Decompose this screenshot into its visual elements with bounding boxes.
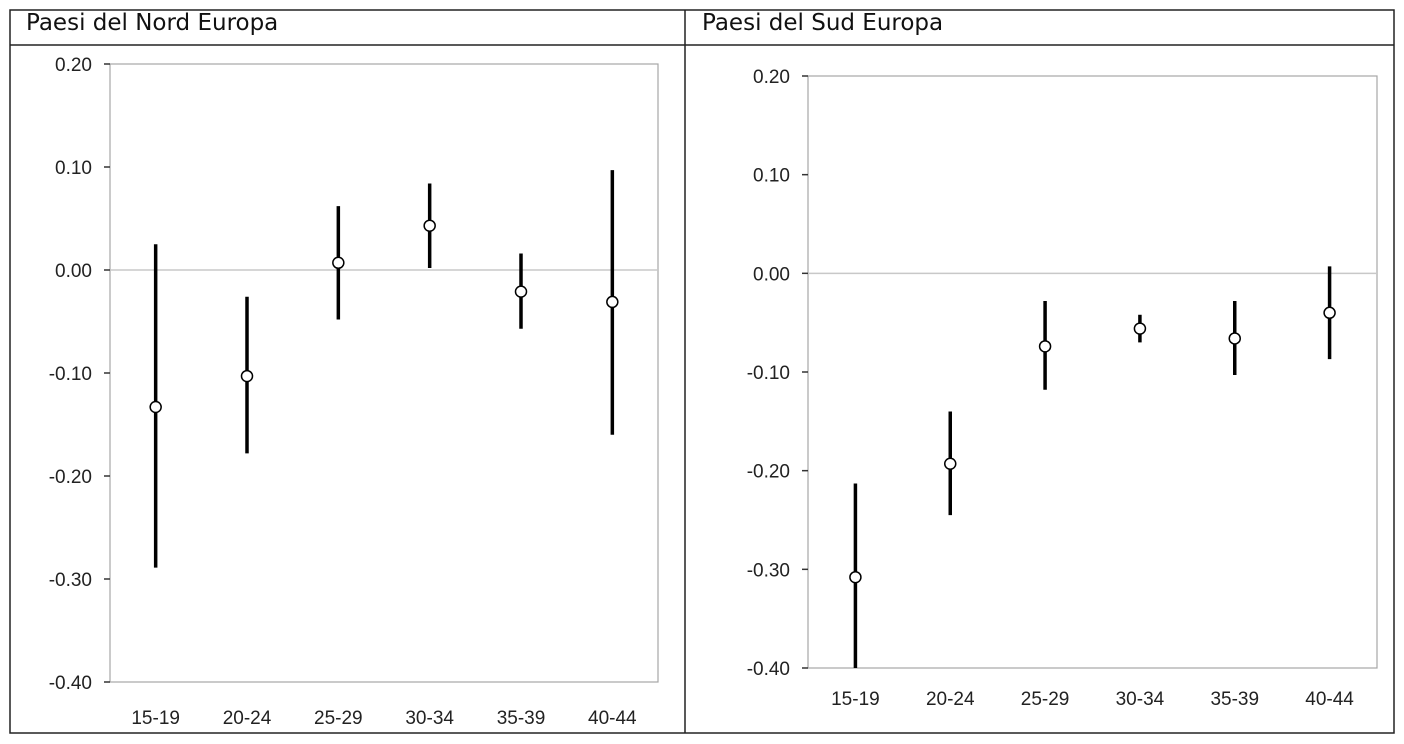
south-estimate-point bbox=[1228, 332, 1241, 345]
north-estimate-point bbox=[240, 369, 254, 383]
south-y-tick-label: 0.00 bbox=[753, 264, 790, 285]
north-x-tick-label: 15-19 bbox=[131, 708, 180, 729]
north-y-tick-label: -0.30 bbox=[49, 570, 92, 591]
figure-border bbox=[9, 9, 1395, 734]
north-x-tick-label: 25-29 bbox=[314, 708, 363, 729]
south-estimate-point bbox=[1133, 322, 1147, 335]
north-x-tick-label: 30-34 bbox=[405, 708, 454, 729]
north-estimate-point bbox=[149, 400, 162, 414]
south-x-tick-label: 20-24 bbox=[926, 689, 975, 710]
south-plot-area bbox=[807, 75, 1378, 669]
north-y-tick-label: -0.40 bbox=[49, 673, 92, 694]
south-estimate-point bbox=[1038, 340, 1052, 353]
north-y-tick-label: -0.10 bbox=[49, 364, 92, 385]
south-x-tick-label: 25-29 bbox=[1021, 689, 1070, 710]
north-plot-area bbox=[109, 63, 659, 683]
south-x-tick-label: 40-44 bbox=[1305, 689, 1354, 710]
north-y-tick-label: 0.00 bbox=[55, 261, 92, 282]
north-estimate-point bbox=[423, 219, 436, 232]
north-x-tick-label: 40-44 bbox=[588, 708, 637, 729]
north-x-tick-label: 20-24 bbox=[223, 708, 272, 729]
south-panel-title: Paesi del Sud Europa bbox=[702, 10, 944, 36]
south-y-tick-label: -0.10 bbox=[747, 363, 790, 384]
south-estimate-point bbox=[1323, 306, 1336, 320]
north-y-tick-label: -0.20 bbox=[49, 467, 92, 488]
south-x-tick-label: 30-34 bbox=[1116, 689, 1165, 710]
south-y-tick-label: -0.20 bbox=[747, 462, 790, 483]
north-y-tick-label: 0.20 bbox=[55, 55, 92, 76]
south-y-tick-label: -0.40 bbox=[747, 659, 790, 680]
south-y-tick-label: 0.10 bbox=[753, 166, 790, 187]
north-x-tick-label: 35-39 bbox=[497, 708, 546, 729]
north-y-tick-label: 0.10 bbox=[55, 158, 92, 179]
north-estimate-point bbox=[514, 285, 528, 298]
south-x-tick-label: 15-19 bbox=[831, 689, 880, 710]
south-estimate-point bbox=[944, 457, 957, 471]
south-estimate-point bbox=[849, 570, 862, 584]
south-x-tick-label: 35-39 bbox=[1210, 689, 1259, 710]
south-y-tick-label: -0.30 bbox=[747, 560, 790, 581]
south-y-tick-label: 0.20 bbox=[753, 67, 790, 88]
north-estimate-point bbox=[332, 256, 345, 270]
north-estimate-point bbox=[606, 295, 619, 309]
north-panel-title: Paesi del Nord Europa bbox=[26, 10, 279, 36]
